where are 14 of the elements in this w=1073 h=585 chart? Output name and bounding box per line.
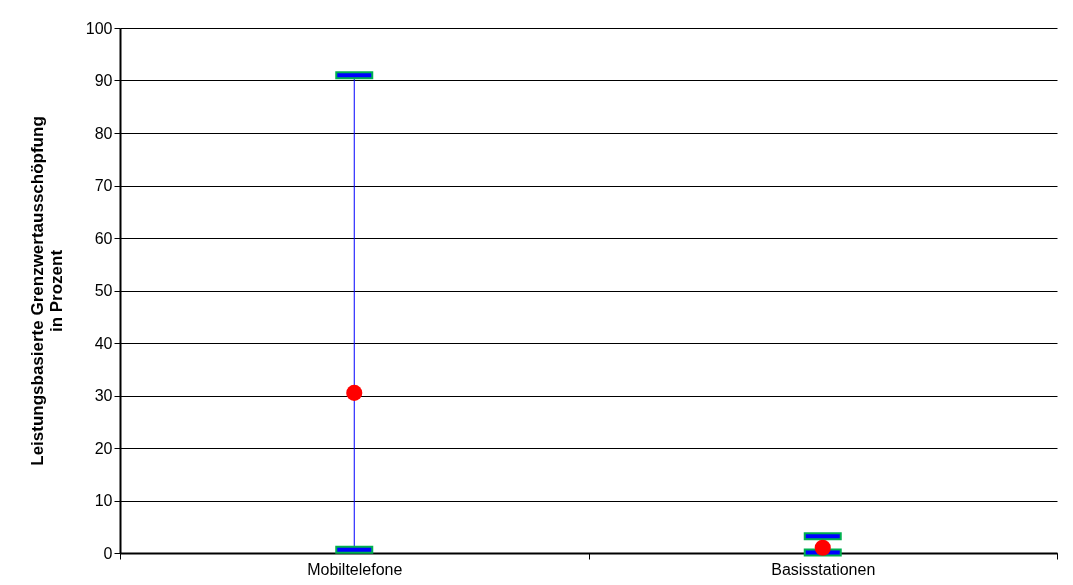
y-tick-label: 50 — [94, 282, 113, 299]
y-tick-label: 20 — [94, 439, 113, 457]
x-tick-label: Basisstationen — [771, 560, 876, 578]
y-tick-label: 40 — [94, 334, 113, 352]
x-tick-label: Mobiltelefone — [307, 560, 403, 578]
y-tick-label: 0 — [103, 544, 113, 562]
y-tick-label: 90 — [94, 72, 113, 89]
y-tick-label: 80 — [94, 124, 113, 142]
y-tick-label: 10 — [94, 492, 113, 509]
y-tick-label: 30 — [94, 387, 113, 404]
y-tick-label: 70 — [94, 177, 113, 194]
y-axis-title: Leistungsbasierte Grenzwertausschöpfung in Prozent — [27, 116, 66, 466]
y-tick-label: 60 — [94, 229, 113, 247]
y-tick-label: 100 — [85, 19, 113, 37]
